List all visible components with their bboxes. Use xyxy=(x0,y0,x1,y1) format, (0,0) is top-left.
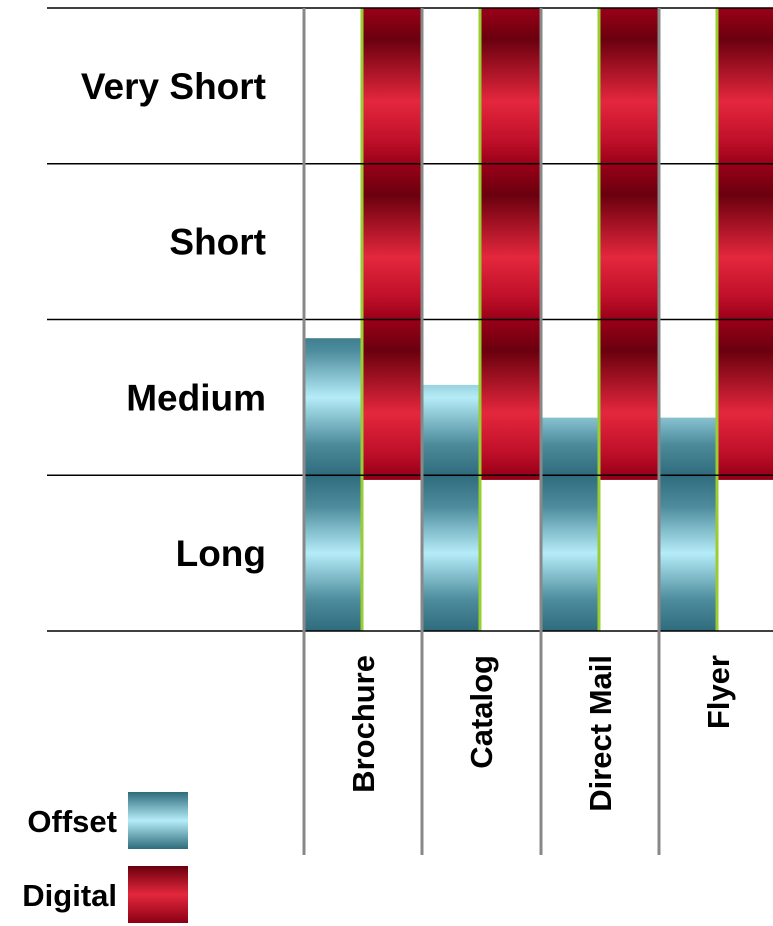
offset-bar xyxy=(423,384,480,631)
legend-label: Digital xyxy=(22,878,117,913)
legend-swatch xyxy=(128,866,188,923)
column-label: Catalog xyxy=(464,655,499,769)
offset-bar xyxy=(660,417,717,631)
column-label: Flyer xyxy=(701,655,736,729)
legend-swatch xyxy=(128,792,188,849)
digital-bar xyxy=(480,8,541,480)
row-label: Medium xyxy=(126,377,266,418)
row-label: Very Short xyxy=(81,66,266,107)
row-label: Long xyxy=(176,533,266,574)
digital-bar xyxy=(362,8,423,480)
legend-label: Offset xyxy=(27,804,117,839)
offset-bar xyxy=(542,417,599,631)
column-label: Direct Mail xyxy=(583,655,618,812)
digital-bar xyxy=(717,8,773,480)
column-label: Brochure xyxy=(346,655,381,793)
row-label: Short xyxy=(169,222,266,263)
offset-bar xyxy=(305,338,362,631)
digital-bar xyxy=(599,8,660,480)
